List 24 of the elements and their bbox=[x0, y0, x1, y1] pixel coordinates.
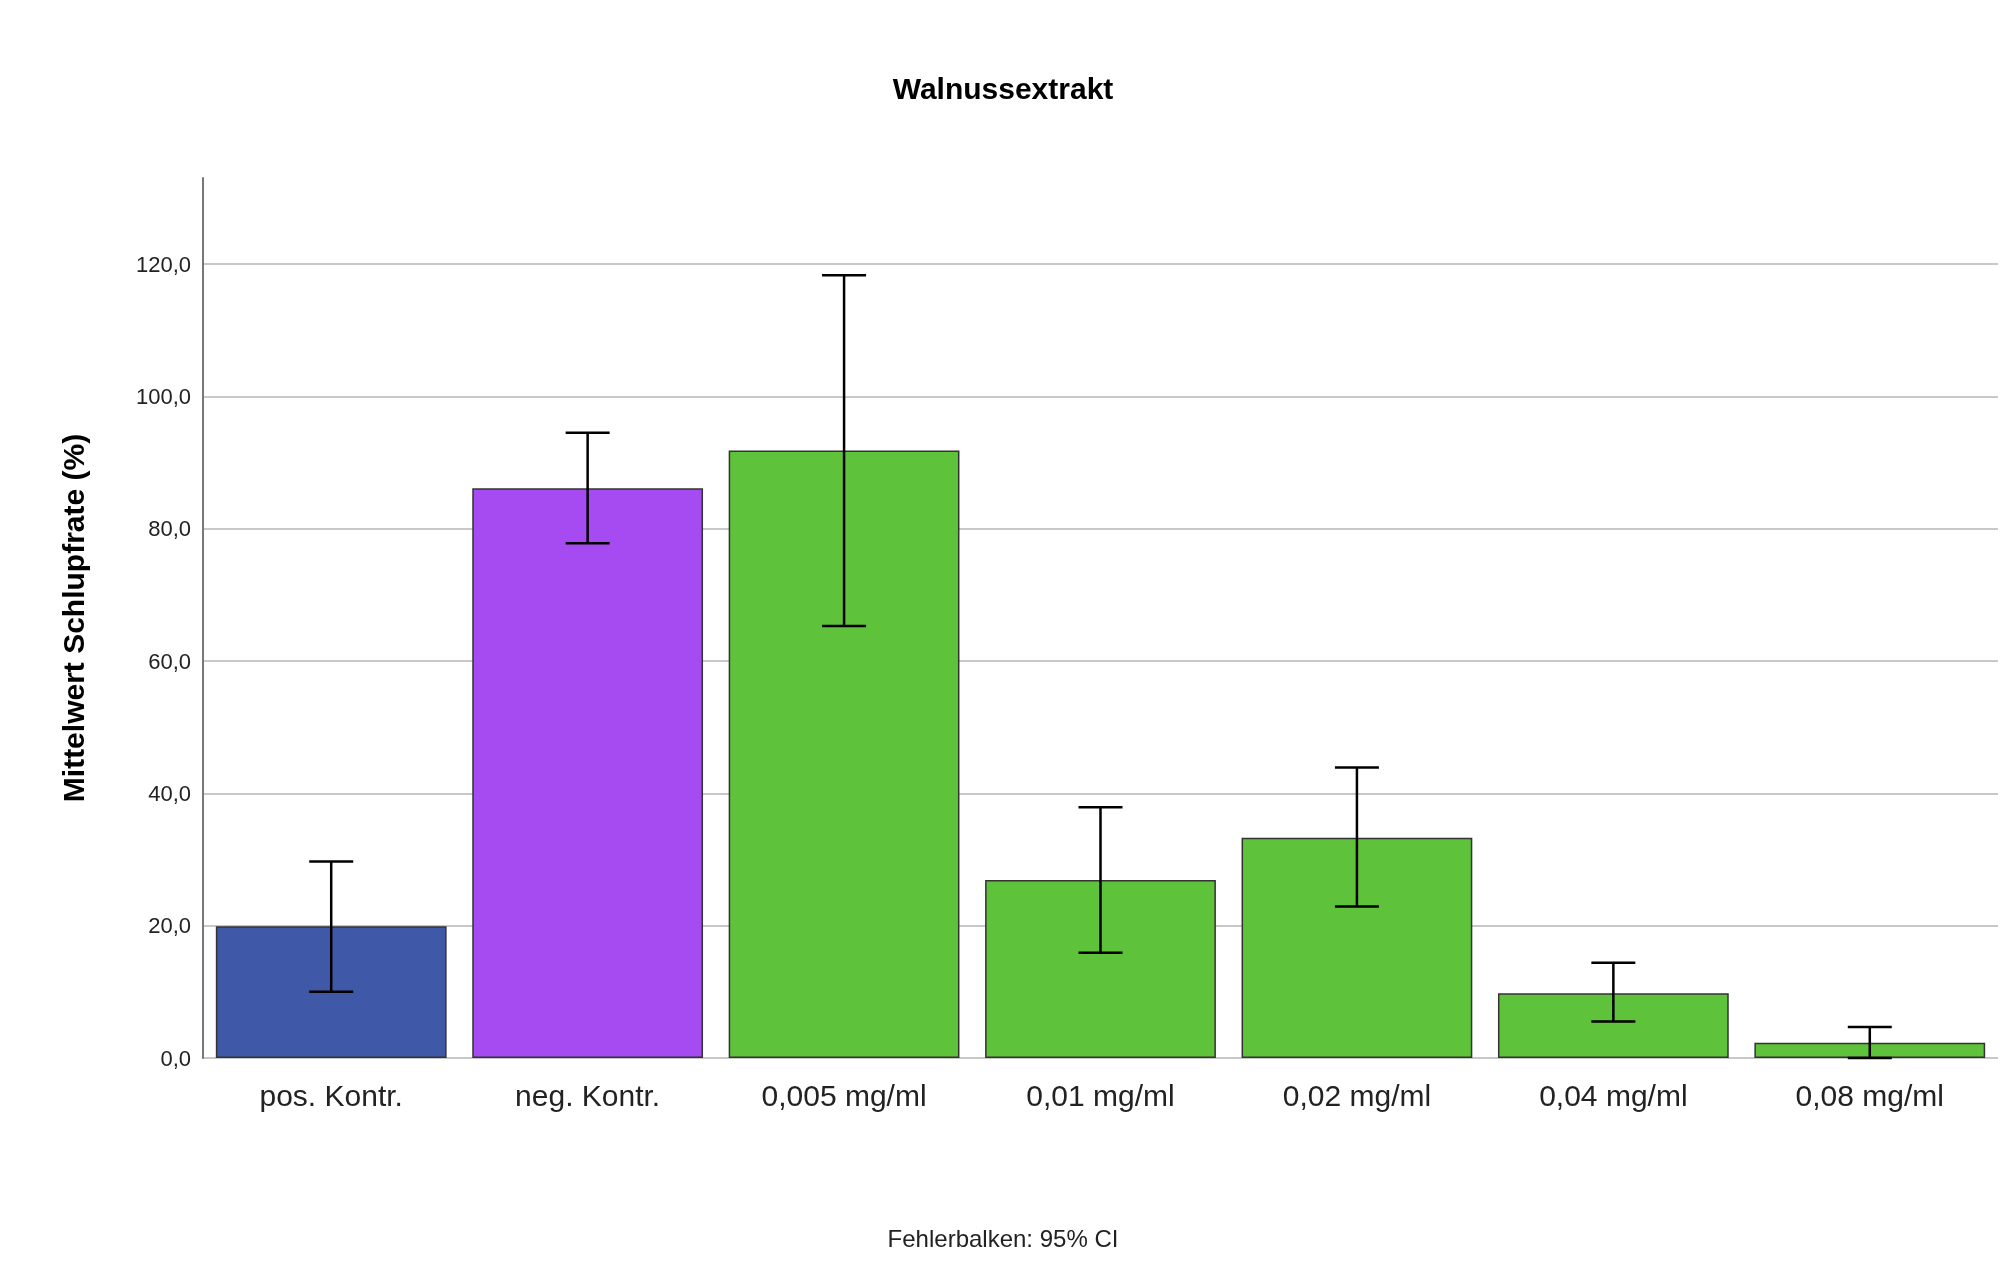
bar bbox=[985, 880, 1216, 1058]
bar bbox=[1241, 837, 1473, 1058]
x-tick-label: 0,04 mg/ml bbox=[1539, 1078, 1688, 1112]
y-tick-label: 60,0 bbox=[148, 648, 191, 674]
y-tick-label: 100,0 bbox=[135, 383, 191, 409]
x-tick-label: 0,02 mg/ml bbox=[1282, 1078, 1432, 1112]
y-tick-label: 80,0 bbox=[148, 516, 191, 542]
y-tick-label: 40,0 bbox=[148, 780, 191, 806]
x-tick-label: pos. Kontr. bbox=[259, 1078, 403, 1112]
chart-title: Walnussextrakt bbox=[892, 71, 1114, 105]
x-tick-label: 0,08 mg/ml bbox=[1795, 1078, 1944, 1112]
x-tick-label: 0,005 mg/ml bbox=[761, 1078, 927, 1112]
x-tick-label: 0,01 mg/ml bbox=[1026, 1078, 1175, 1112]
text: Fehlerbalken: 95% CI bbox=[887, 1224, 1119, 1252]
bar bbox=[1497, 993, 1729, 1058]
bar bbox=[728, 450, 960, 1058]
bar bbox=[1754, 1042, 1986, 1058]
y-axis-title: Mittelwert Schlupfrate (%) bbox=[56, 433, 90, 803]
bar bbox=[215, 926, 447, 1058]
x-tick-label: neg. Kontr. bbox=[515, 1078, 661, 1112]
bar bbox=[472, 488, 704, 1058]
y-tick-label: 120,0 bbox=[135, 251, 191, 277]
y-tick-label: 20,0 bbox=[148, 913, 191, 939]
y-tick-label: 0,0 bbox=[160, 1045, 191, 1071]
